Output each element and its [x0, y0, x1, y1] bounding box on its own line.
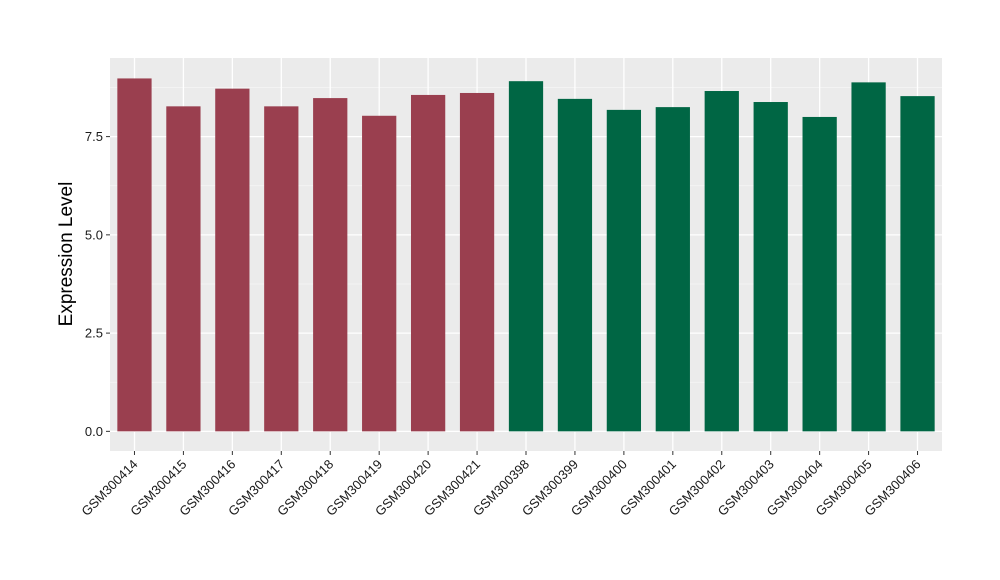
bar — [851, 82, 886, 432]
bar — [117, 78, 152, 432]
bar — [215, 88, 250, 432]
y-tick-label: 0.0 — [85, 424, 103, 439]
y-tick-label: 5.0 — [85, 227, 103, 242]
bar — [362, 115, 397, 432]
y-tick-label: 7.5 — [85, 129, 103, 144]
bar — [313, 98, 348, 432]
bar — [753, 102, 788, 432]
bar — [508, 81, 544, 432]
y-tick-label: 2.5 — [85, 326, 103, 341]
y-axis-ticks: 0.0 2.5 5.0 7.5 — [85, 129, 110, 439]
bar — [166, 106, 201, 432]
bar — [264, 106, 299, 432]
bars — [117, 78, 935, 432]
bar — [802, 116, 837, 432]
bar — [655, 107, 690, 432]
y-axis-title: Expression Level — [56, 182, 77, 327]
bar — [900, 96, 935, 432]
bar — [606, 109, 642, 432]
bar — [704, 91, 739, 432]
bar — [459, 92, 495, 432]
bar — [410, 94, 446, 432]
x-axis-ticks: GSM300414GSM300415GSM300416GSM300417GSM3… — [78, 451, 924, 519]
bar — [557, 98, 593, 432]
